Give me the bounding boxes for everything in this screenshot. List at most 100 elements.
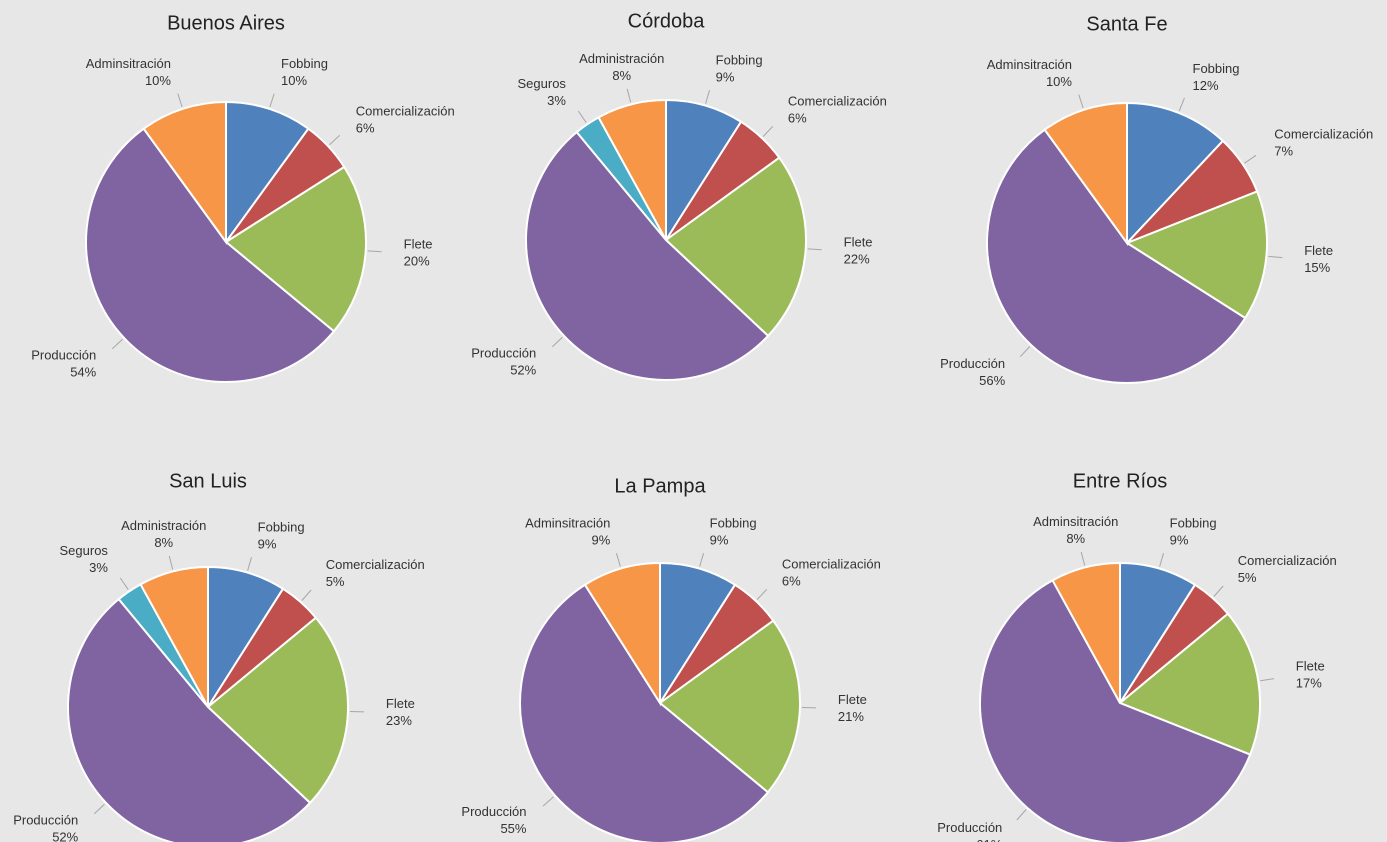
category-label: Comercialización: [326, 557, 425, 572]
value-label: 17%: [1296, 676, 1322, 691]
pie-slice: [85, 127, 336, 383]
leader-line: [1016, 809, 1027, 821]
value-label: 61%: [976, 837, 1002, 842]
category-label: Flete: [1296, 659, 1325, 674]
value-label: 10%: [281, 73, 307, 88]
leader-line: [542, 796, 554, 807]
leader-line: [367, 250, 382, 253]
category-label: Producción: [13, 812, 78, 827]
value-label: 9%: [716, 70, 735, 85]
leader-line: [577, 110, 587, 123]
value-label: 6%: [356, 121, 375, 136]
leader-line: [1159, 553, 1165, 567]
pie-slice: [225, 100, 310, 246]
leader-line: [1268, 255, 1283, 259]
value-label: 6%: [788, 111, 807, 126]
leader-line: [1019, 346, 1031, 358]
value-label: 52%: [510, 362, 536, 377]
category-label: Flete: [1304, 243, 1333, 258]
category-label: Flete: [844, 235, 873, 250]
value-label: 5%: [1238, 570, 1257, 585]
pie-slice: [583, 561, 661, 707]
pie-slice: [659, 561, 737, 707]
value-label: 9%: [258, 537, 277, 552]
category-label: Fobbing: [710, 516, 757, 531]
category-label: Adminsitración: [1033, 514, 1118, 529]
pie-slice: [665, 98, 743, 244]
leader-line: [119, 577, 129, 590]
category-label: Fobbing: [258, 520, 305, 535]
chart-title: La Pampa: [614, 475, 706, 497]
category-label: Comercialización: [1238, 553, 1337, 568]
pie-chart: Entre Ríos Fobbing 9% Comercialización 5% Fle…: [937, 470, 1337, 842]
pie-slice: [67, 597, 312, 842]
category-label: Producción: [471, 345, 536, 360]
chart-title: San Luis: [169, 470, 247, 492]
value-label: 10%: [1046, 74, 1072, 89]
pie-chart: Santa Fe Fobbing 12% Comercialización 7% Flet…: [940, 13, 1373, 388]
value-label: 8%: [612, 68, 631, 83]
chart-title: Santa Fe: [1086, 13, 1167, 35]
chart-title: Buenos Aires: [167, 12, 285, 34]
category-label: Flete: [386, 696, 415, 711]
pie-slice: [1119, 561, 1197, 707]
leader-line: [756, 588, 768, 600]
category-label: Fobbing: [281, 56, 328, 71]
leader-line: [626, 88, 632, 103]
value-label: 22%: [844, 252, 870, 267]
value-label: 8%: [1066, 531, 1085, 546]
leader-line: [1078, 94, 1084, 109]
category-label: Adminsitración: [987, 57, 1072, 72]
pie-slice: [519, 583, 770, 842]
category-label: Flete: [838, 692, 867, 707]
category-label: Fobbing: [1193, 61, 1240, 76]
pie-chart: Córdoba Fobbing 9% Comercialización 6% Flete 2…: [471, 10, 887, 381]
pie-slice: [979, 578, 1252, 842]
value-label: 54%: [70, 364, 96, 379]
pie-slice: [1051, 561, 1121, 704]
chart-title: Córdoba: [628, 10, 706, 32]
leader-line: [168, 555, 174, 570]
value-label: 7%: [1274, 143, 1293, 158]
leader-line: [93, 803, 105, 815]
pie-slice: [986, 128, 1247, 384]
value-label: 10%: [145, 73, 171, 88]
leader-line: [1080, 551, 1086, 566]
value-label: 5%: [326, 574, 345, 589]
value-label: 6%: [782, 574, 801, 589]
category-label: Comercialización: [782, 557, 881, 572]
leader-line: [699, 553, 705, 567]
leader-line: [1244, 154, 1257, 164]
value-label: 21%: [838, 709, 864, 724]
leader-line: [247, 557, 253, 571]
category-label: Flete: [404, 237, 433, 252]
value-label: 15%: [1304, 260, 1330, 275]
value-label: 9%: [592, 533, 611, 548]
leader-line: [807, 248, 822, 251]
value-label: 9%: [1170, 533, 1189, 548]
category-label: Administración: [121, 518, 206, 533]
leader-line: [301, 589, 312, 601]
pie-chart: San Luis Fobbing 9% Comercialización 5% Flete…: [13, 470, 425, 842]
category-label: Seguros: [60, 543, 109, 558]
category-label: Producción: [461, 804, 526, 819]
value-label: 56%: [979, 373, 1005, 388]
category-label: Comercialización: [788, 94, 887, 109]
leader-line: [551, 336, 563, 348]
pie-chart: Buenos Aires Fobbing 10% Comercialización 6%…: [31, 12, 455, 383]
category-label: Comercialización: [356, 104, 455, 119]
pie-slice: [525, 130, 770, 381]
pie-slice: [142, 100, 227, 246]
value-label: 23%: [386, 713, 412, 728]
value-label: 3%: [547, 93, 566, 108]
value-label: 9%: [710, 533, 729, 548]
leader-line: [1213, 585, 1224, 597]
category-label: Administración: [579, 51, 664, 66]
leader-line: [329, 134, 341, 146]
pie-slice: [1043, 101, 1128, 247]
pie-chart: La Pampa Fobbing 9% Comercialización 6% Flete…: [461, 475, 881, 842]
category-label: Adminsitración: [525, 516, 610, 531]
pie-slice: [207, 565, 285, 711]
pie-slice: [224, 165, 367, 333]
